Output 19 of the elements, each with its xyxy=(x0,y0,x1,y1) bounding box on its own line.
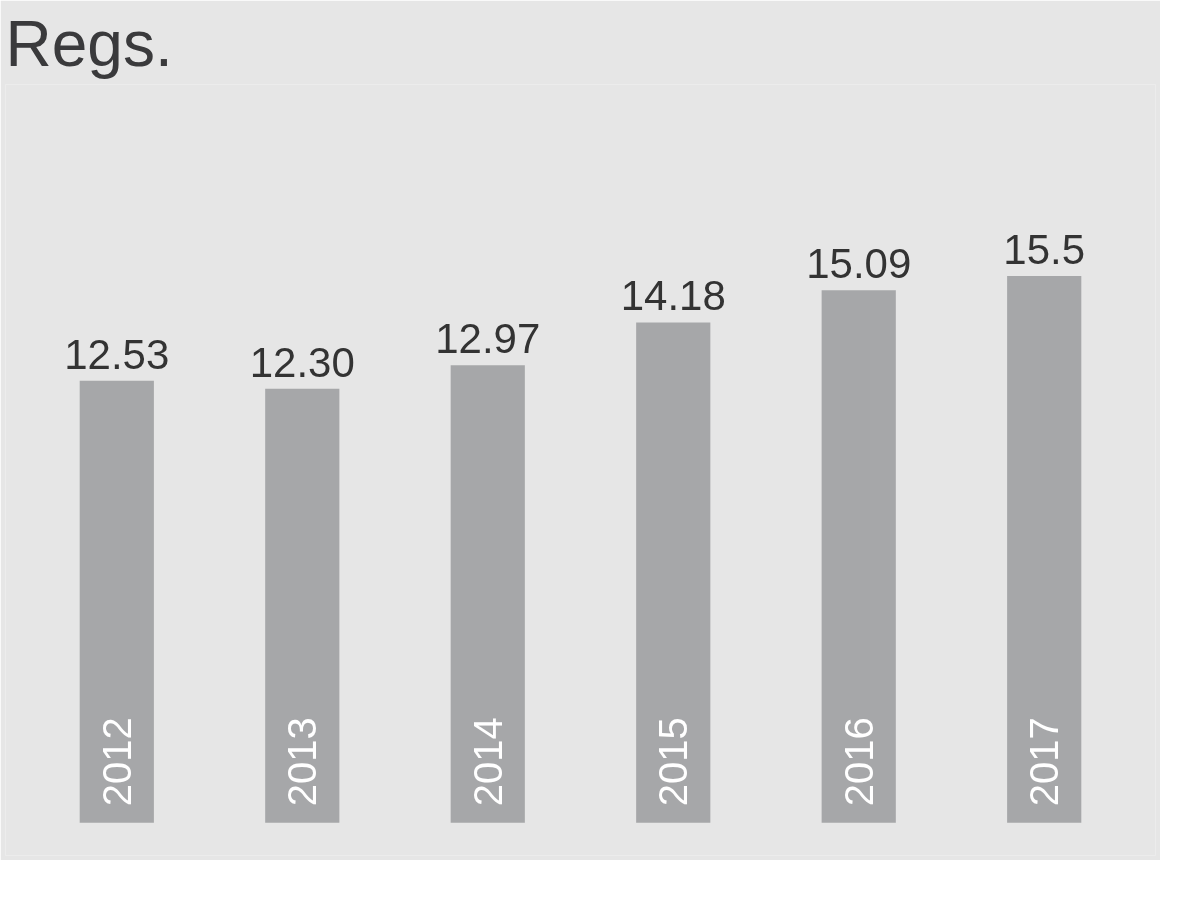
data-label: 14.18 xyxy=(620,272,726,320)
x-tick-label: 2017 xyxy=(1022,717,1067,807)
bar xyxy=(79,380,154,823)
data-label: 12.30 xyxy=(249,338,355,386)
bar xyxy=(265,388,340,823)
bar xyxy=(821,290,896,823)
data-label: 12.97 xyxy=(435,315,541,363)
x-tick-label: 2016 xyxy=(836,717,881,807)
bar xyxy=(636,322,711,823)
data-label: 12.53 xyxy=(64,330,170,378)
x-tick-label: 2013 xyxy=(280,717,325,807)
x-tick-label: 2014 xyxy=(465,717,510,807)
x-tick-label: 2012 xyxy=(94,717,139,807)
data-label: 15.5 xyxy=(1003,225,1086,273)
bar xyxy=(1007,275,1082,823)
x-tick-label: 2015 xyxy=(651,717,696,807)
chart-title: Regs. xyxy=(5,7,173,80)
bar xyxy=(450,365,525,823)
data-label: 15.09 xyxy=(806,240,912,288)
